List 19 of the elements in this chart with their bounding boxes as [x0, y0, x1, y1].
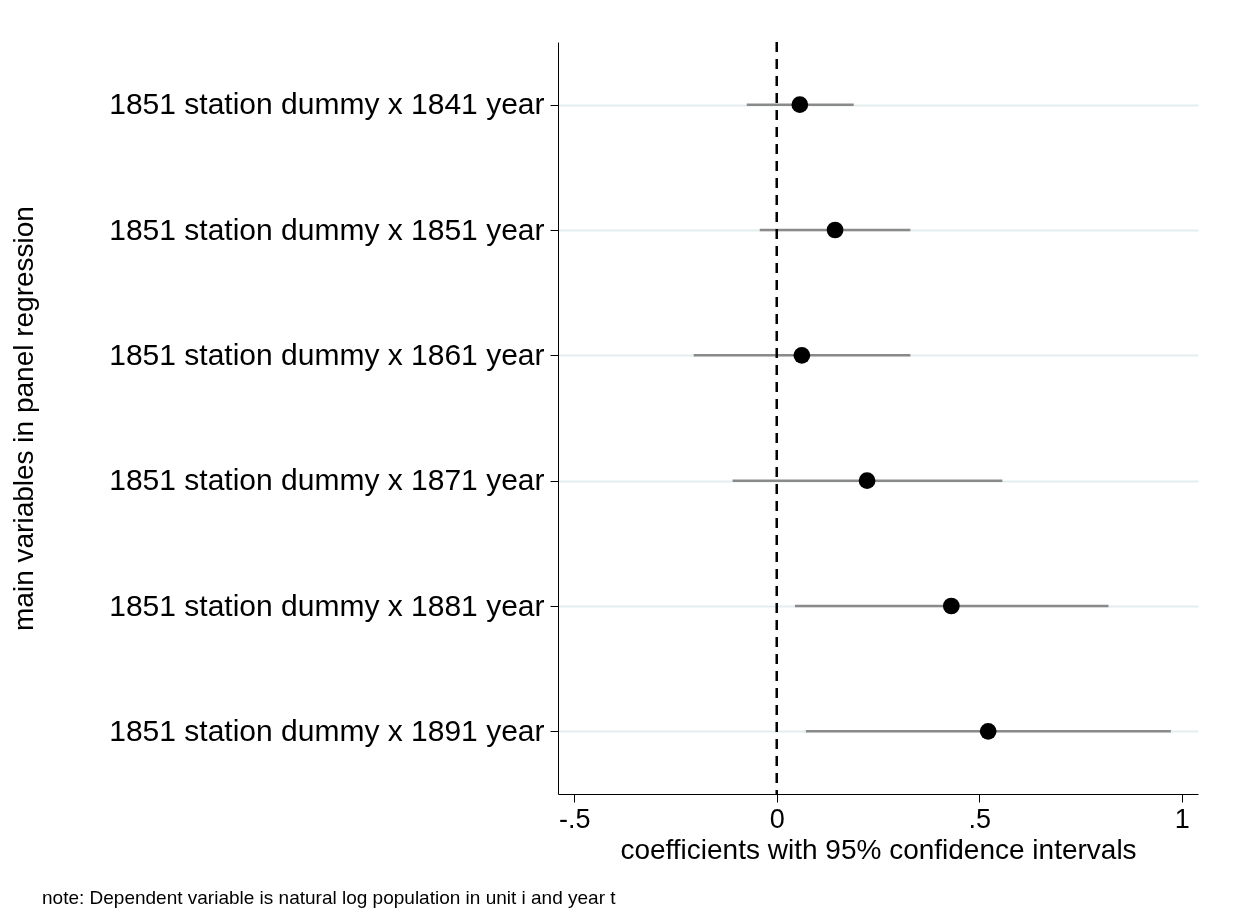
y-tick-label: 1851 station dummy x 1861 year: [109, 337, 545, 371]
x-tick-label: 1: [1174, 803, 1190, 834]
y-tick-label: 1851 station dummy x 1881 year: [109, 588, 545, 622]
point: [858, 472, 876, 490]
x-tick-label: -.5: [558, 803, 591, 834]
point: [979, 722, 997, 740]
text: note: Dependent variable is natural log population in unit i and year t: [42, 887, 617, 909]
y-tick-label: 1851 station dummy x 1871 year: [109, 463, 545, 497]
point: [793, 346, 811, 364]
y-tick-label: 1851 station dummy x 1841 year: [109, 87, 545, 121]
x-tick-label: .5: [968, 803, 992, 834]
point: [942, 597, 960, 615]
y-tick-label: 1851 station dummy x 1851 year: [109, 212, 545, 246]
y-tick-label: 1851 station dummy x 1891 year: [109, 713, 545, 747]
x-tick-label: 0: [769, 803, 785, 834]
point: [791, 96, 809, 114]
point: [826, 221, 844, 239]
x-axis-title: coefficients with 95% confidence intervals: [620, 833, 1137, 865]
y-axis-title: main variables in panel regression: [7, 206, 39, 631]
